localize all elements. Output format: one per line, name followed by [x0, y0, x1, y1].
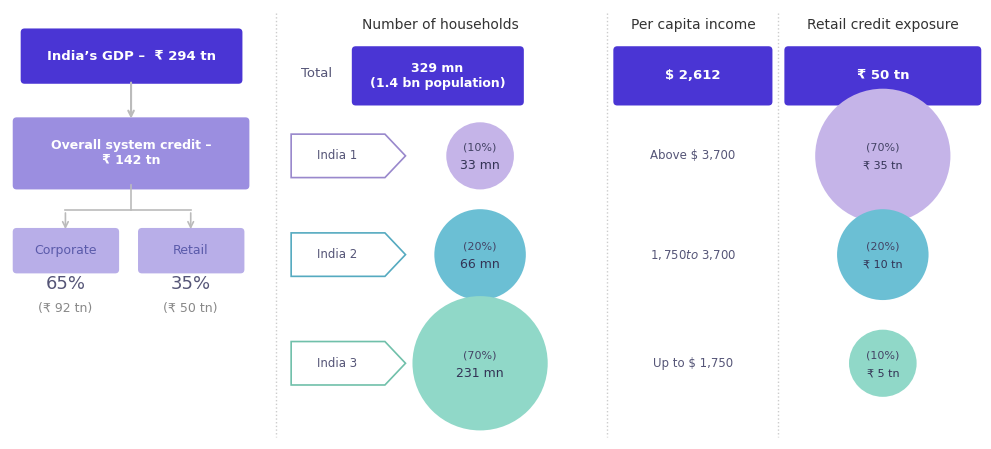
- Circle shape: [434, 209, 526, 300]
- Text: 65%: 65%: [46, 275, 85, 293]
- Text: India 2: India 2: [317, 248, 357, 261]
- FancyBboxPatch shape: [21, 28, 243, 84]
- Text: Up to $ 1,750: Up to $ 1,750: [653, 357, 733, 370]
- Text: Retail credit exposure: Retail credit exposure: [807, 18, 958, 31]
- Text: 33 mn: 33 mn: [460, 159, 500, 172]
- Polygon shape: [291, 134, 405, 178]
- Text: ₹ 10 tn: ₹ 10 tn: [863, 260, 903, 269]
- FancyBboxPatch shape: [13, 117, 250, 189]
- Text: Total: Total: [301, 67, 332, 80]
- Circle shape: [816, 89, 950, 223]
- FancyBboxPatch shape: [13, 228, 119, 273]
- Text: (10%): (10%): [464, 143, 496, 153]
- Circle shape: [837, 209, 929, 300]
- Polygon shape: [291, 342, 405, 385]
- Text: Retail: Retail: [172, 244, 208, 257]
- Circle shape: [849, 330, 917, 397]
- FancyBboxPatch shape: [352, 46, 524, 106]
- Text: 329 mn
(1.4 bn population): 329 mn (1.4 bn population): [370, 62, 505, 90]
- Text: (70%): (70%): [464, 350, 496, 361]
- Circle shape: [446, 122, 514, 189]
- Text: ₹ 35 tn: ₹ 35 tn: [863, 161, 903, 171]
- Text: Number of households: Number of households: [362, 18, 518, 31]
- Text: $ 2,612: $ 2,612: [665, 69, 720, 82]
- FancyBboxPatch shape: [138, 228, 245, 273]
- Text: ₹ 5 tn: ₹ 5 tn: [866, 368, 899, 378]
- FancyBboxPatch shape: [613, 46, 772, 106]
- Text: (70%): (70%): [866, 143, 900, 153]
- Text: (20%): (20%): [464, 242, 496, 252]
- Text: 231 mn: 231 mn: [456, 367, 503, 380]
- Text: $1,750 to $ 3,700: $1,750 to $ 3,700: [650, 247, 736, 262]
- Text: India’s GDP –  ₹ 294 tn: India’s GDP – ₹ 294 tn: [47, 49, 216, 62]
- Text: (10%): (10%): [866, 350, 900, 361]
- Text: (₹ 92 tn): (₹ 92 tn): [39, 303, 92, 316]
- Text: Above $ 3,700: Above $ 3,700: [650, 150, 735, 163]
- Text: (₹ 50 tn): (₹ 50 tn): [164, 303, 218, 316]
- Text: Per capita income: Per capita income: [630, 18, 755, 31]
- Text: (20%): (20%): [866, 242, 900, 252]
- Text: India 3: India 3: [317, 357, 357, 370]
- Text: ₹ 50 tn: ₹ 50 tn: [856, 69, 909, 82]
- Text: Corporate: Corporate: [34, 244, 97, 257]
- Text: 35%: 35%: [170, 275, 211, 293]
- Text: India 1: India 1: [317, 150, 357, 163]
- Text: 66 mn: 66 mn: [460, 258, 500, 271]
- Circle shape: [412, 296, 548, 431]
- FancyBboxPatch shape: [784, 46, 981, 106]
- Polygon shape: [291, 233, 405, 276]
- Text: Overall system credit –
₹ 142 tn: Overall system credit – ₹ 142 tn: [51, 139, 211, 167]
